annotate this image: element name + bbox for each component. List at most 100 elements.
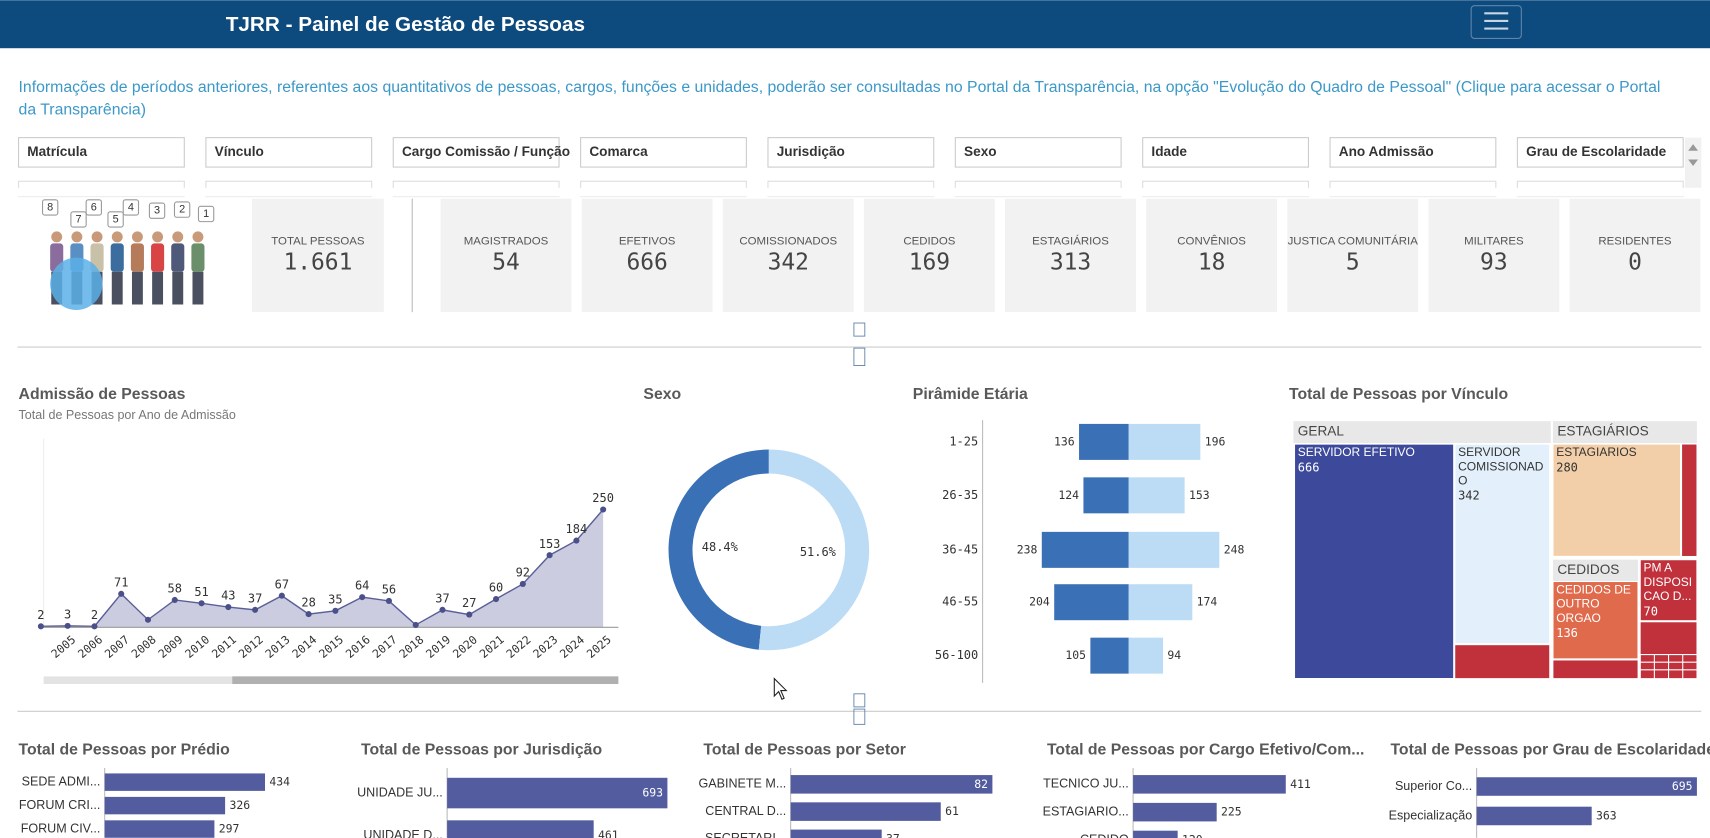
data-label: 136 [1054, 434, 1075, 448]
person-head [131, 231, 143, 243]
filter-label: Grau de Escolaridade [1526, 144, 1667, 159]
data-label: 27 [462, 596, 476, 610]
x-tick-label: 2012 [236, 632, 266, 660]
x-tick-label: 2021 [477, 632, 507, 661]
data-label: 92 [516, 566, 530, 580]
person-head [71, 231, 83, 243]
treemap-group-label: GERAL [1298, 424, 1345, 439]
x-tick-label: 2008 [129, 632, 159, 661]
bar [1128, 423, 1201, 460]
filter-box[interactable] [205, 137, 373, 168]
data-label: 37 [886, 831, 900, 838]
treemap-group-header [1552, 559, 1639, 582]
bar [1476, 806, 1592, 826]
bar [1128, 531, 1220, 568]
filter-label: Jurisdição [777, 144, 845, 159]
line [40, 509, 604, 628]
data-label: 48.4% [702, 540, 739, 554]
filter-box[interactable] [954, 137, 1122, 168]
filter-label: Comarca [589, 144, 648, 159]
data-label: 60 [489, 581, 503, 595]
y-tick-label: UNIDADE D... [363, 828, 442, 838]
filter-box[interactable] [1329, 137, 1497, 168]
notice-box[interactable]: Informações de períodos anteriores, refe… [19, 77, 1677, 127]
filter-label: Matrícula [27, 144, 87, 159]
y-tick-label: 1-25 [949, 434, 978, 448]
kpi-label: MAGISTRADOS [464, 235, 549, 247]
kpi-label: JUSTICA COMUNITÁRIA [1288, 234, 1419, 247]
bar [790, 802, 941, 821]
data-label: 250 [592, 491, 614, 505]
bar [1090, 637, 1129, 674]
data-label: 411 [1290, 777, 1311, 791]
data-label: 120 [1182, 832, 1203, 838]
data-label: 35 [328, 592, 342, 606]
filter-box[interactable] [767, 137, 935, 168]
resize-icons [853, 322, 866, 725]
point [118, 590, 125, 597]
bar [447, 820, 594, 838]
filter-box[interactable] [580, 137, 747, 168]
treemap-group-label: CEDIDOS [1557, 562, 1619, 577]
filter-label: Cargo Comissão / Função [402, 144, 570, 159]
data-label: 51 [194, 585, 208, 599]
x-tick-label: 2014 [289, 632, 319, 661]
kpi-card [581, 198, 713, 313]
x-tick-label: 2007 [102, 632, 132, 661]
x-tick-label: 2006 [75, 632, 105, 661]
kpi-value: 313 [1050, 250, 1091, 276]
person-body [191, 243, 205, 272]
bubble-number: 3 [154, 205, 160, 217]
header-title: TJRR - Painel de Gestão de Pessoas [226, 13, 585, 36]
y-tick-label: 46-55 [942, 595, 978, 609]
filter-box[interactable] [1142, 137, 1310, 168]
treemap-name: PM A DISPOSICAO D... [1643, 561, 1693, 604]
filter-mask [0, 187, 1684, 197]
y-tick-label: ESTAGIARIO... [1043, 804, 1129, 818]
data-label: 82 [974, 777, 988, 791]
chart-title: Total de Pessoas por Setor [703, 742, 906, 759]
bar [1133, 830, 1178, 838]
point [359, 594, 366, 601]
chart-title: Admissão de Pessoas [19, 386, 186, 403]
data-label: 153 [539, 537, 561, 551]
filter-box[interactable] [17, 137, 185, 168]
person-legs [152, 271, 164, 305]
filter-box[interactable] [1516, 137, 1684, 168]
bubble-number: 4 [128, 201, 134, 213]
x-tick-label: 2025 [584, 632, 614, 660]
bar [1079, 423, 1129, 460]
kpi-label: CONVÊNIOS [1177, 234, 1246, 247]
point [573, 537, 580, 544]
speech-bubble [107, 211, 124, 228]
kpi-card [722, 198, 854, 313]
point [412, 621, 419, 628]
person-body [130, 243, 144, 272]
person-head [91, 231, 103, 243]
x-tick-label: 2022 [503, 632, 533, 660]
bubble-number: 6 [91, 201, 97, 213]
treemap-label: ESTAGIARIOS 280 [1556, 446, 1678, 474]
kpi-label: ESTAGIÁRIOS [1032, 234, 1109, 247]
scroll-thumb[interactable] [232, 676, 619, 685]
kpi-value: 5 [1346, 250, 1360, 276]
data-label: 434 [269, 775, 290, 789]
x-tick-label: 2009 [155, 632, 185, 661]
x-tick-label: 2013 [262, 632, 292, 661]
filter-box[interactable] [392, 137, 560, 168]
bar [1128, 637, 1164, 674]
header-bar [0, 0, 1710, 49]
data-label: 67 [275, 577, 289, 591]
data-label: 105 [1065, 648, 1086, 662]
pie-decor [50, 257, 103, 310]
notice-text[interactable]: Informações de períodos anteriores, refe… [18, 78, 1661, 120]
treemap-tile [1552, 580, 1639, 660]
bar [1128, 584, 1193, 621]
speech-bubble [197, 205, 215, 223]
data-label: 695 [1672, 779, 1693, 793]
menu-button[interactable] [1470, 5, 1522, 39]
line-area [40, 509, 604, 628]
y-tick-label: Superior Co... [1395, 779, 1472, 793]
treemap-label: SERVIDOR COMISSIONADO 342 [1458, 446, 1547, 503]
